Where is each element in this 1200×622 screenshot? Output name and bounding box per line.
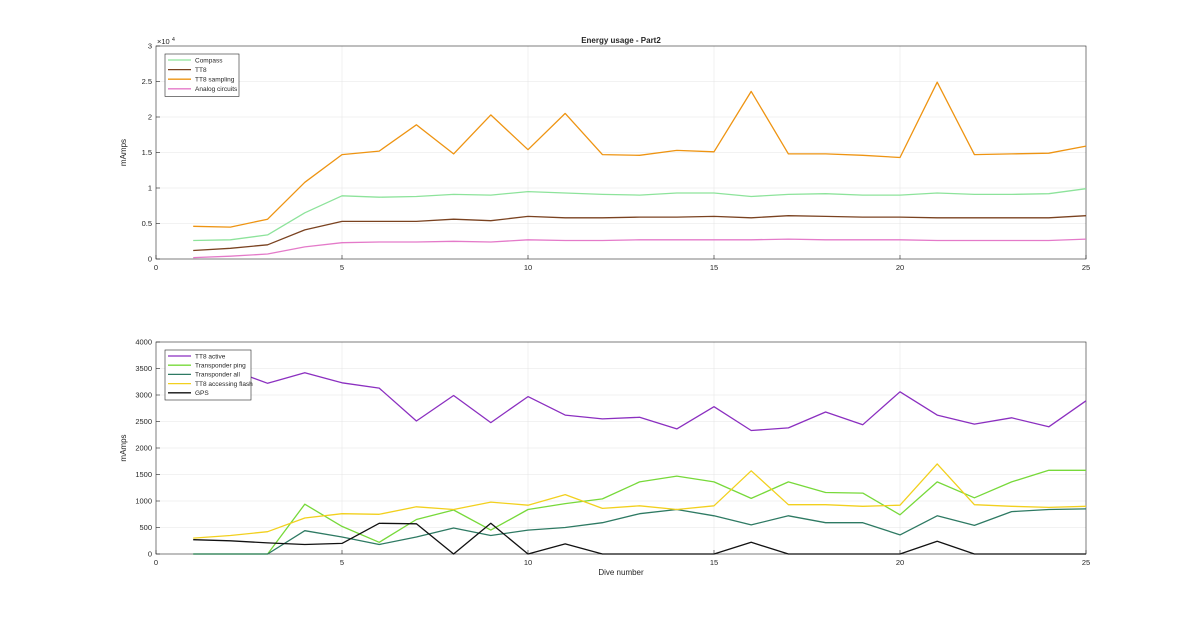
bottom-legend: TT8 active Transponder ping Transponder al… [164, 349, 253, 401]
bottom-x-tick-label: 25 [1082, 558, 1090, 567]
top-y-tick-label: 2.5 [142, 77, 152, 86]
series-line-transponder-all [193, 508, 1087, 555]
top-series-lines [193, 81, 1087, 259]
top-legend: Compass TT8 TT8 sampling Analog circuits [164, 53, 240, 97]
top-y-tick-label: 1.5 [142, 148, 152, 157]
energy-usage-top-axes: 0 5 10 15 20 25 0 0.5 1 1.5 2 2.5 3 Energy usage - … [119, 36, 1090, 272]
legend-label: Transponder all [195, 372, 240, 379]
legend-label: Analog circuits [195, 86, 238, 93]
bottom-x-ticks: 0 5 10 15 20 25 [154, 550, 1090, 567]
chart-title: Energy usage - Part2 [581, 36, 661, 45]
legend-label: TT8 sampling [195, 77, 235, 84]
bottom-y-tick-label: 500 [139, 523, 152, 532]
legend-label: TT8 active [195, 353, 226, 360]
series-line-tt8-accessing-flash [193, 463, 1087, 539]
energy-usage-bottom-axes: 0 5 10 15 20 25 0 500 1000 1500 2000 2500 3000 3500 4… [119, 338, 1090, 577]
bottom-x-tick-label: 10 [524, 558, 532, 567]
top-y-axis-label: mAmps [119, 139, 128, 166]
bottom-y-tick-label: 3000 [135, 391, 152, 400]
top-x-ticks: 0 5 10 15 20 25 [154, 255, 1090, 272]
bottom-y-tick-label: 1500 [135, 470, 152, 479]
bottom-y-tick-label: 0 [148, 550, 152, 559]
top-x-tick-label: 15 [710, 263, 718, 272]
legend-label: TT8 accessing flash [195, 381, 253, 388]
series-line-compass [193, 188, 1087, 242]
series-line-tt8-sampling [193, 81, 1087, 228]
legend-label: Compass [195, 57, 223, 64]
top-x-tick-label: 5 [340, 263, 344, 272]
top-x-tick-label: 20 [896, 263, 904, 272]
bottom-x-tick-label: 0 [154, 558, 158, 567]
bottom-y-tick-label: 2000 [135, 444, 152, 453]
series-line-gps [193, 522, 1086, 555]
y-exponent-label: ×10 4 [157, 37, 175, 46]
bottom-y-tick-label: 1000 [135, 497, 152, 506]
y-exponent-power: 4 [172, 37, 175, 43]
series-line-tt8 [193, 215, 1087, 252]
top-y-tick-label: 0 [148, 255, 152, 264]
bottom-x-tick-label: 20 [896, 558, 904, 567]
legend-label: TT8 [195, 67, 207, 74]
bottom-y-axis-label: mAmps [119, 434, 128, 461]
top-x-tick-label: 0 [154, 263, 158, 272]
bottom-grid [156, 342, 1086, 554]
bottom-x-tick-label: 15 [710, 558, 718, 567]
legend-label: GPS [195, 390, 209, 397]
top-y-tick-label: 3 [148, 42, 152, 51]
bottom-y-tick-label: 4000 [135, 338, 152, 347]
bottom-series-lines [193, 365, 1087, 555]
top-x-tick-label: 10 [524, 263, 532, 272]
top-y-ticks: 0 0.5 1 1.5 2 2.5 3 [142, 42, 160, 264]
top-y-tick-label: 1 [148, 184, 152, 193]
top-x-tick-label: 25 [1082, 263, 1090, 272]
series-line-tt8-active [193, 365, 1087, 432]
series-line-transponder-ping [193, 469, 1086, 555]
legend-label: Transponder ping [195, 363, 246, 370]
top-y-tick-label: 2 [148, 113, 152, 122]
bottom-y-ticks: 0 500 1000 1500 2000 2500 3000 3500 4000 [135, 338, 160, 559]
x-axis-label: Dive number [598, 568, 644, 577]
y-exponent-base: ×10 [157, 37, 170, 46]
top-grid [156, 46, 1086, 259]
bottom-y-tick-label: 3500 [135, 364, 152, 373]
top-y-tick-label: 0.5 [142, 219, 152, 228]
bottom-y-tick-label: 2500 [135, 417, 152, 426]
bottom-x-tick-label: 5 [340, 558, 344, 567]
series-line-analog-circuits [193, 238, 1087, 259]
